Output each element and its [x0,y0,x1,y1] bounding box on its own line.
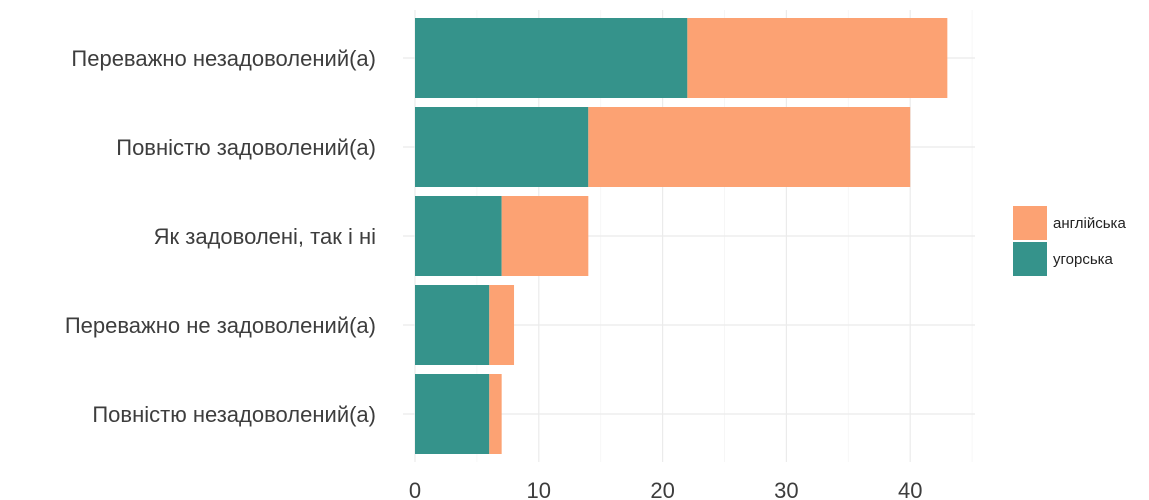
bar-segment-angliiska [687,18,947,98]
bar-segment-angliiska [588,107,910,187]
bar-segment-angliiska [489,285,514,365]
bar-segment-ugorska [415,18,687,98]
category-label: Як задоволені, так і ні [154,224,376,249]
x-tick-label: 0 [409,478,421,500]
x-tick-label: 40 [898,478,922,500]
legend-label: англійська [1053,215,1126,232]
category-labels: Переважно незадоволений(а) Повністю задов… [65,46,376,427]
legend-label: угорська [1053,251,1114,268]
legend-swatch [1013,242,1047,276]
legend-swatch [1013,206,1047,240]
bar-segment-ugorska [415,107,588,187]
category-label: Переважно не задоволений(а) [65,313,376,338]
bar-segment-angliiska [489,374,501,454]
x-tick-label: 30 [774,478,798,500]
bar-segment-ugorska [415,374,489,454]
bar-segment-ugorska [415,285,489,365]
x-tick-label: 20 [650,478,674,500]
x-axis-ticks: 0 10 20 30 40 [409,478,923,500]
bar-segment-ugorska [415,196,502,276]
category-label: Повністю незадоволений(а) [92,402,376,427]
category-label: Переважно незадоволений(а) [71,46,376,71]
x-tick-label: 10 [527,478,551,500]
bar-segment-angliiska [502,196,589,276]
legend: англійська угорська [1013,206,1126,276]
category-label: Повністю задоволений(а) [116,135,376,160]
